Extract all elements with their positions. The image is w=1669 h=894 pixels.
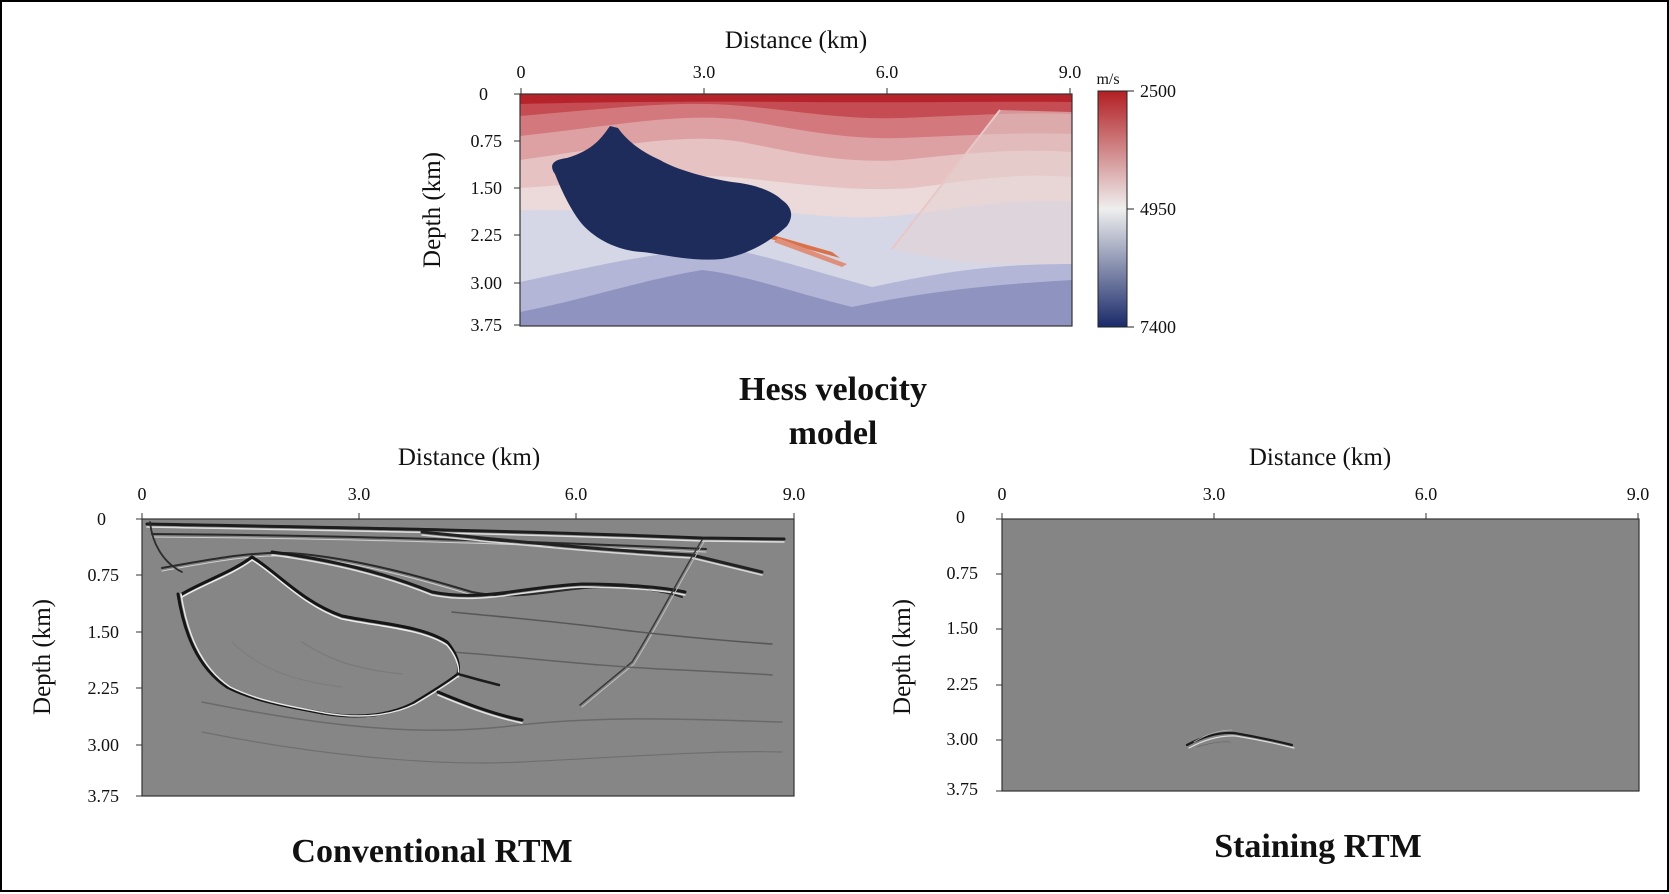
velocity-image bbox=[520, 94, 1072, 326]
left-y-axis-title: Depth (km) bbox=[29, 599, 56, 715]
left-y-tick-0: 0 bbox=[97, 509, 106, 529]
left-x-tick-0: 0 bbox=[138, 484, 147, 504]
right-y-tick-0: 0 bbox=[956, 507, 965, 527]
conventional-rtm-image bbox=[142, 519, 794, 796]
staining-rtm-image bbox=[1002, 519, 1639, 791]
top-x-tick-2: 6.0 bbox=[876, 62, 899, 82]
top-y-ticks: 0 0.75 1.50 2.25 3.00 3.75 bbox=[471, 84, 503, 335]
right-x-axis-title: Distance (km) bbox=[1249, 444, 1391, 471]
velocity-caption-line1: Hess velocity bbox=[739, 371, 927, 408]
top-y-tick-4: 3.00 bbox=[471, 273, 503, 293]
top-x-tick-0: 0 bbox=[517, 62, 526, 82]
top-x-ticks: 0 3.0 6.0 9.0 bbox=[517, 62, 1082, 82]
staining-rtm-caption: Staining RTM bbox=[1214, 828, 1422, 865]
salt-top-reflector bbox=[180, 555, 461, 676]
left-x-tick-3: 9.0 bbox=[783, 484, 806, 504]
top-y-axis-title: Depth (km) bbox=[419, 152, 446, 268]
top-y-tick-2: 1.50 bbox=[471, 178, 503, 198]
colorbar-tick-1: 4950 bbox=[1140, 199, 1176, 219]
right-x-tick-0: 0 bbox=[998, 484, 1007, 504]
top-y-tick-0: 0 bbox=[479, 84, 488, 104]
top-y-tick-5: 3.75 bbox=[471, 315, 503, 335]
left-y-tick-3: 2.25 bbox=[88, 678, 120, 698]
left-y-tick-5: 3.75 bbox=[88, 786, 120, 806]
left-x-ticks: 0 3.0 6.0 9.0 bbox=[138, 484, 806, 504]
left-y-ticks: 0 0.75 1.50 2.25 3.00 3.75 bbox=[88, 509, 120, 806]
conventional-rtm-caption: Conventional RTM bbox=[291, 833, 572, 870]
right-y-tick-4: 3.00 bbox=[947, 729, 979, 749]
left-x-axis-title: Distance (km) bbox=[398, 444, 540, 471]
left-y-tick-2: 1.50 bbox=[88, 622, 120, 642]
right-x-tick-3: 9.0 bbox=[1627, 484, 1650, 504]
top-y-tick-1: 0.75 bbox=[471, 131, 503, 151]
top-x-axis-title: Distance (km) bbox=[725, 27, 867, 54]
left-x-tick-2: 6.0 bbox=[565, 484, 588, 504]
staining-rtm-panel: Distance (km) 0 3.0 6.0 9.0 Depth (km) 0… bbox=[889, 444, 1649, 865]
conventional-rtm-panel: Distance (km) 0 3.0 6.0 9.0 Depth (km) 0… bbox=[29, 444, 805, 870]
right-y-tick-2: 1.50 bbox=[947, 618, 979, 638]
left-y-tick-1: 0.75 bbox=[88, 565, 120, 585]
top-x-tick-3: 9.0 bbox=[1059, 62, 1082, 82]
top-x-tick-1: 3.0 bbox=[693, 62, 716, 82]
right-y-axis-title: Depth (km) bbox=[889, 599, 916, 715]
salt-body bbox=[552, 126, 792, 260]
left-x-tick-1: 3.0 bbox=[348, 484, 371, 504]
velocity-model-panel: Distance (km) 0 3.0 6.0 9.0 Depth (km) 0… bbox=[419, 27, 1176, 452]
top-tick-marks bbox=[514, 88, 1071, 326]
right-y-tick-3: 2.25 bbox=[947, 674, 979, 694]
colorbar-tick-2: 7400 bbox=[1140, 317, 1176, 337]
right-y-tick-1: 0.75 bbox=[947, 563, 979, 583]
right-y-tick-5: 3.75 bbox=[947, 779, 979, 799]
right-x-tick-1: 3.0 bbox=[1203, 484, 1226, 504]
velocity-caption-line2: model bbox=[789, 415, 878, 452]
right-x-tick-2: 6.0 bbox=[1415, 484, 1438, 504]
left-y-tick-4: 3.00 bbox=[88, 735, 120, 755]
colorbar: m/s 2500 4950 7400 bbox=[1096, 71, 1176, 337]
right-y-ticks: 0 0.75 1.50 2.25 3.00 3.75 bbox=[947, 507, 979, 799]
top-y-tick-3: 2.25 bbox=[471, 225, 503, 245]
colorbar-tick-0: 2500 bbox=[1140, 81, 1176, 101]
colorbar-unit: m/s bbox=[1096, 71, 1119, 88]
right-x-ticks: 0 3.0 6.0 9.0 bbox=[998, 484, 1650, 504]
